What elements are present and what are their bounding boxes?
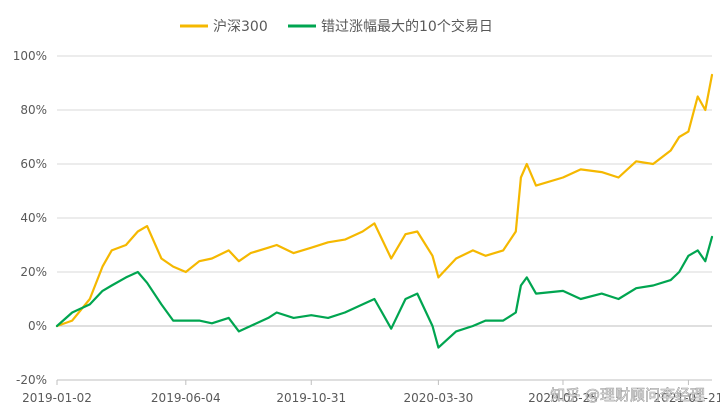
y-axis-tick-labels: -20% 0% 20% 40% 60% 80% 100%: [13, 49, 47, 387]
series-line-missed-10-days: [55, 235, 714, 349]
legend-label-hs300: 沪深300: [213, 19, 268, 35]
x-tick-label: 2021-01-21: [654, 391, 720, 405]
series-layer: [55, 73, 714, 349]
y-tick-label: 60%: [20, 157, 47, 171]
x-tick-label: 2020-08-25: [528, 391, 598, 405]
y-tick-label: 40%: [20, 211, 47, 225]
gridlines: [57, 55, 712, 381]
watermark: 知乎 @理财顾问李经理: [550, 386, 705, 404]
x-tick-label: 2020-03-30: [404, 391, 474, 405]
y-tick-label: 80%: [20, 103, 47, 117]
y-tick-label: 100%: [13, 49, 47, 63]
legend-label-missed-10-days: 错过涨幅最大的10个交易日: [321, 18, 493, 35]
y-tick-label: -20%: [16, 373, 47, 387]
x-axis: [56, 379, 712, 385]
y-tick-label: 20%: [20, 265, 47, 279]
x-tick-label: 2019-06-04: [151, 391, 221, 405]
x-axis-tick-labels: 2019-01-02 2019-06-04 2019-10-31 2020-03…: [22, 391, 720, 405]
legend: 沪深300 错过涨幅最大的10个交易日: [180, 18, 493, 35]
x-tick-label: 2019-01-02: [22, 391, 92, 405]
x-tick-label: 2019-10-31: [276, 391, 346, 405]
y-tick-label: 0%: [28, 319, 47, 333]
series-line-hs300: [55, 73, 714, 328]
